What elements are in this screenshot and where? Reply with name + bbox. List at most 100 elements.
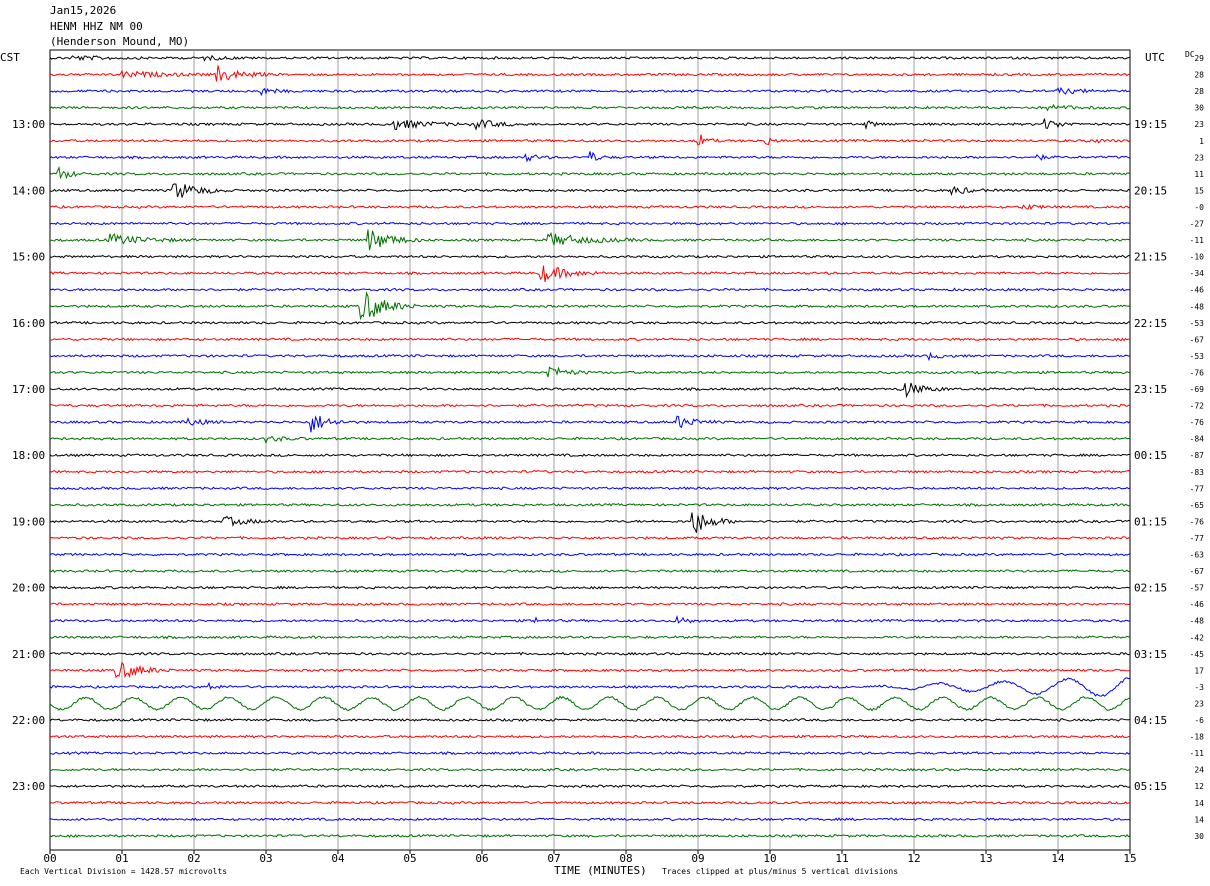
trace-line <box>50 602 1131 607</box>
location-label: (Henderson Mound, MO) <box>50 35 190 48</box>
trace-line <box>49 512 1131 533</box>
trace-line <box>49 254 1131 259</box>
utc-hour-label: 19:15 <box>1134 118 1167 131</box>
utc-hour-label: 01:15 <box>1134 515 1167 528</box>
dc-offset-value: -76 <box>1190 368 1205 377</box>
dc-offset-value: -84 <box>1190 435 1205 444</box>
cst-hour-label: 20:00 <box>12 582 45 595</box>
trace-line <box>49 65 1131 82</box>
trace-line <box>49 453 1131 458</box>
trace-line <box>49 366 1131 378</box>
x-tick-label: 04 <box>331 852 345 865</box>
x-tick-label: 13 <box>979 852 992 865</box>
utc-hour-label: 22:15 <box>1134 317 1167 330</box>
dc-offset-value: -48 <box>1190 302 1205 311</box>
trace-line <box>49 103 1131 112</box>
trace-line <box>49 695 1131 712</box>
x-tick-label: 01 <box>115 852 128 865</box>
dc-offset-value: -53 <box>1190 319 1205 328</box>
dc-offset-value: 11 <box>1194 170 1204 179</box>
cst-hour-label: 21:00 <box>12 648 45 661</box>
trace-line <box>49 535 1131 540</box>
dc-offset-value: 1 <box>1199 137 1204 146</box>
cst-time-labels: 13:00 14:00 15:00 16:00 17:00 18:00 19:00 20:00… <box>12 118 45 793</box>
dc-offset-value: 30 <box>1194 104 1204 113</box>
trace-line <box>49 229 1131 251</box>
trace-line <box>49 337 1130 342</box>
trace-line <box>49 784 1131 789</box>
plot-frame <box>49 49 1131 851</box>
trace-line <box>49 635 1131 640</box>
dc-offset-value: -34 <box>1190 269 1205 278</box>
dc-offset-value: -3 <box>1194 683 1204 692</box>
dc-offset-value: -57 <box>1190 584 1205 593</box>
dc-offset-value: 15 <box>1194 186 1204 195</box>
dc-offset-value: 23 <box>1194 153 1204 162</box>
dc-offset-value: -27 <box>1190 220 1205 229</box>
utc-label: UTC <box>1145 51 1165 64</box>
trace-line <box>49 265 1131 283</box>
x-tick-label: 14 <box>1051 852 1065 865</box>
cst-hour-label: 17:00 <box>12 383 45 396</box>
trace-line <box>49 552 1131 557</box>
x-tick-label: 00 <box>43 852 56 865</box>
dc-offset-value: -18 <box>1190 733 1205 742</box>
x-tick-label: 07 <box>547 852 560 865</box>
x-tick-label: 11 <box>835 852 848 865</box>
dc-offset-value: -87 <box>1190 451 1205 460</box>
cst-hour-label: 18:00 <box>12 449 45 462</box>
dc-offset-value: -48 <box>1190 617 1205 626</box>
x-tick-label: 06 <box>475 852 488 865</box>
dc-offset-value: -72 <box>1190 402 1205 411</box>
dc-offset-value: -42 <box>1190 633 1205 642</box>
trace-line <box>49 800 1131 805</box>
trace-line <box>49 351 1131 362</box>
trace-line <box>49 415 1131 433</box>
dc-offset-value: -67 <box>1190 335 1205 344</box>
dc-offset-value: 14 <box>1194 815 1204 824</box>
utc-time-labels: 19:15 20:15 21:15 22:15 23:15 00:15 01:15 02:15… <box>1134 118 1167 793</box>
dc-offset-value: 14 <box>1194 799 1204 808</box>
dc-offset-value: -77 <box>1190 484 1205 493</box>
x-tick-label: 09 <box>691 852 704 865</box>
trace-line <box>49 221 1131 226</box>
dc-offset-value: -69 <box>1190 385 1205 394</box>
x-axis-title: TIME (MINUTES) <box>554 864 647 877</box>
dc-offset-value: -6 <box>1194 716 1204 725</box>
trace-line <box>49 290 1131 321</box>
trace-line <box>49 734 1131 739</box>
dc-offset-value: -0 <box>1194 203 1204 212</box>
utc-hour-label: 21:15 <box>1134 251 1167 264</box>
dc-offset-value: -63 <box>1190 551 1205 560</box>
dc-offset-value: 17 <box>1194 666 1204 675</box>
utc-hour-label: 02:15 <box>1134 582 1167 595</box>
trace-line <box>49 486 1131 491</box>
dc-offset-value: -76 <box>1190 517 1205 526</box>
trace-line <box>49 585 1131 590</box>
clip-note: Traces clipped at plus/minus 5 vertical … <box>662 867 899 876</box>
trace-line <box>49 287 1131 292</box>
plot-grid <box>49 49 1131 854</box>
dc-offset-value: 29 <box>1194 54 1204 63</box>
trace-line <box>49 502 1131 507</box>
dc-offset-value: 12 <box>1194 782 1204 791</box>
dc-offset-value: -65 <box>1190 501 1205 510</box>
station-label: HENM HHZ NM 00 <box>50 20 143 33</box>
trace-line <box>49 320 1131 325</box>
trace-line <box>49 651 1131 656</box>
dc-offset-value: 28 <box>1194 71 1204 80</box>
x-tick-label: 05 <box>403 852 416 865</box>
trace-line <box>49 403 1131 408</box>
dc-offset-labels: 29 28 28 30 23 1 23 11 15 -0 -27 -11 -10 -34 -46 -48 -53… <box>1190 54 1205 841</box>
dc-offset-value: -46 <box>1190 286 1205 295</box>
dc-offset-value: 23 <box>1194 699 1204 708</box>
seismic-traces <box>49 54 1131 838</box>
utc-hour-label: 00:15 <box>1134 449 1167 462</box>
x-tick-label: 15 <box>1123 852 1136 865</box>
dc-offset-value: -45 <box>1190 650 1205 659</box>
trace-line <box>49 817 1131 822</box>
trace-line <box>49 661 1131 679</box>
trace-line <box>49 54 1131 62</box>
dc-offset-value: -53 <box>1190 352 1205 361</box>
